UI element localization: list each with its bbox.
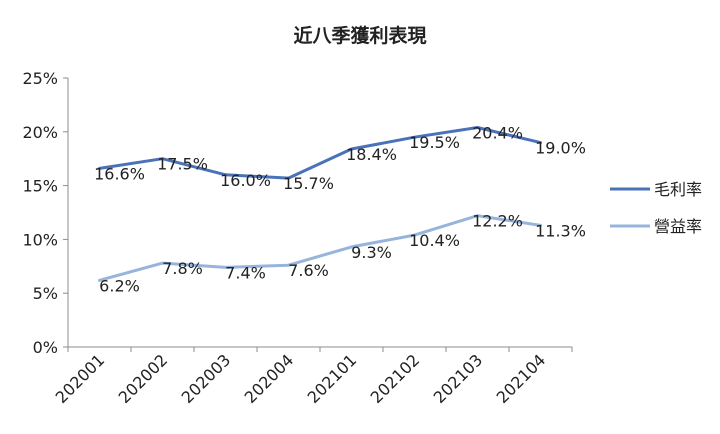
data-label: 15.7% [283, 174, 334, 193]
y-tick-label: 15% [22, 177, 58, 196]
y-tick-label: 0% [33, 338, 58, 357]
y-tick-label: 20% [22, 123, 58, 142]
y-tick-label: 10% [22, 230, 58, 249]
data-label: 7.8% [162, 259, 203, 278]
data-label: 9.3% [351, 243, 392, 262]
x-tick-label: 202104 [493, 350, 550, 407]
y-tick-label: 5% [33, 284, 58, 303]
data-label: 16.0% [220, 171, 271, 190]
axes: 0% 5% 10% 15% 20% 25% 202001 202002 202003 202004… [22, 69, 573, 407]
data-label: 18.4% [346, 145, 397, 164]
y-tick-label: 25% [22, 69, 58, 88]
legend-label: 毛利率 [654, 180, 702, 199]
x-tick-label: 202101 [304, 350, 361, 407]
x-tick-label: 202002 [115, 350, 172, 407]
data-label: 7.6% [288, 261, 329, 280]
legend-label: 營益率 [654, 217, 702, 236]
series-layer [98, 126, 542, 282]
data-label: 19.5% [409, 133, 460, 152]
data-labels: 16.6% 17.5% 16.0% 15.7% 18.4% 19.5% 20.4% 19.0%… [94, 123, 586, 295]
data-label: 16.6% [94, 164, 145, 183]
data-label: 10.4% [409, 231, 460, 250]
x-tick-label: 202102 [367, 350, 424, 407]
x-tick-label: 202003 [178, 350, 235, 407]
data-label: 7.4% [225, 263, 266, 282]
data-label: 12.2% [472, 212, 523, 231]
data-label: 11.3% [535, 221, 586, 240]
series-line-2 [98, 214, 542, 282]
data-label: 19.0% [535, 139, 586, 158]
data-label: 6.2% [99, 276, 140, 295]
x-tick-label: 202001 [52, 350, 109, 407]
data-label: 17.5% [157, 155, 208, 174]
chart-title: 近八季獲利表現 [293, 24, 426, 47]
series-line-1 [98, 126, 542, 180]
data-label: 20.4% [472, 123, 523, 142]
x-tick-label: 202103 [430, 350, 487, 407]
x-tick-label: 202004 [241, 350, 298, 407]
